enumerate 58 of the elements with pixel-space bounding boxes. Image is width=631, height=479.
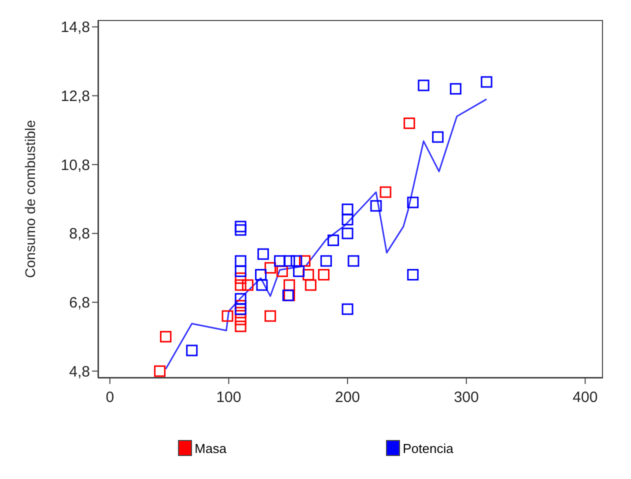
point [234, 266, 246, 278]
point [234, 279, 246, 291]
y-tick-label: 12,8 [60, 88, 90, 106]
point [342, 204, 354, 216]
point [370, 200, 382, 212]
point [160, 330, 172, 342]
point [284, 255, 296, 267]
point [432, 131, 444, 143]
point [342, 214, 354, 226]
point [299, 255, 311, 267]
point [264, 262, 276, 274]
point [255, 268, 267, 280]
point [276, 266, 288, 278]
point [257, 248, 269, 260]
point [234, 224, 246, 236]
point [407, 196, 419, 208]
point [186, 344, 198, 356]
point [234, 220, 246, 232]
point [302, 268, 314, 280]
y-tick-label: 14,8 [60, 19, 90, 36]
point [242, 279, 254, 291]
point [380, 186, 392, 198]
y-axis-title: Consumo de combustible [22, 120, 38, 278]
point [342, 303, 354, 315]
point [342, 228, 354, 240]
point [480, 76, 492, 88]
point [320, 255, 332, 267]
legend-label: Masa [194, 440, 226, 456]
point [318, 268, 330, 280]
point [256, 279, 268, 291]
point [407, 268, 419, 280]
point [234, 303, 246, 315]
point [234, 293, 246, 305]
point [450, 83, 462, 95]
point [264, 310, 276, 322]
point [293, 266, 305, 278]
point [418, 80, 430, 92]
x-tick-label: 0 [106, 389, 114, 406]
point [328, 234, 340, 246]
y-tick-label: 6,8 [69, 294, 90, 312]
point [274, 255, 286, 267]
point [404, 118, 416, 130]
y-tick-label: 8,8 [69, 226, 90, 243]
point [348, 255, 360, 267]
legend-label: Potencia [402, 440, 454, 456]
point [234, 320, 246, 332]
point [290, 255, 302, 267]
y-tick-label: 4,8 [69, 363, 90, 380]
point [234, 255, 246, 267]
x-tick-label: 100 [216, 389, 242, 406]
point [154, 365, 166, 377]
x-tick-label: 400 [572, 389, 598, 406]
point [222, 310, 234, 322]
x-tick-label: 200 [335, 389, 360, 406]
y-tick-label: 10,8 [60, 156, 90, 174]
x-tick-label: 300 [454, 389, 479, 406]
point [234, 272, 246, 284]
point [304, 279, 316, 291]
